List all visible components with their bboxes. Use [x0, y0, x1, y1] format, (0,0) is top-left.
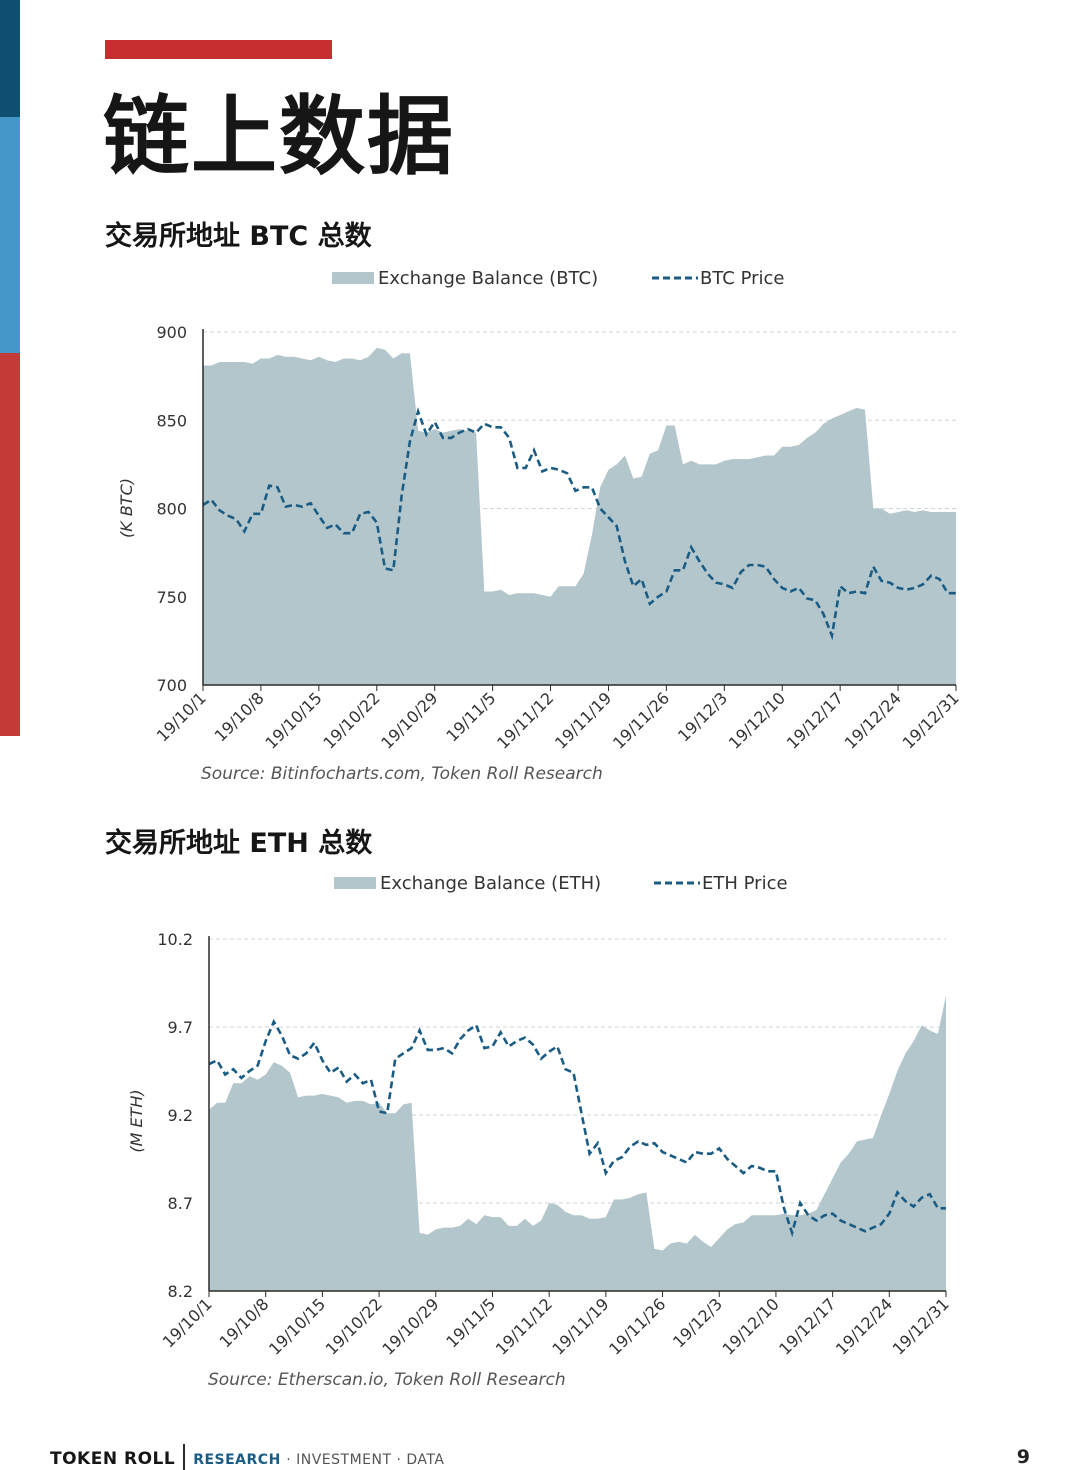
eth-x-tick-label: 19/10/22 — [322, 1294, 386, 1358]
btc-y-axis-label: (K BTC) — [117, 478, 136, 538]
eth-x-tick-label: 19/10/15 — [265, 1294, 329, 1358]
btc-legend: Exchange Balance (BTC) BTC Price — [332, 268, 785, 289]
btc-legend-area-swatch — [332, 272, 374, 284]
btc-section-title: 交易所地址 BTC 总数 — [105, 221, 372, 252]
eth-x-tick-label: 19/11/12 — [492, 1294, 556, 1358]
eth-x-tick-label: 19/12/10 — [719, 1294, 783, 1358]
eth-x-tick-label: 19/10/29 — [378, 1294, 442, 1358]
eth-section-title: 交易所地址 ETH 总数 — [105, 828, 373, 859]
btc-x-tick-label: 19/11/26 — [609, 688, 673, 752]
eth-y-tick-label: 8.7 — [168, 1194, 193, 1213]
footer-research: RESEARCH — [193, 1452, 281, 1468]
btc-x-tick-label: 19/11/19 — [551, 688, 615, 752]
title-accent-bar — [105, 40, 332, 59]
btc-x-tick-label: 19/10/1 — [153, 688, 210, 745]
sidebar-stripe-bottom — [0, 353, 20, 736]
eth-balance-area — [209, 995, 946, 1291]
eth-x-tick-label: 19/10/1 — [159, 1294, 216, 1351]
btc-y-tick-label: 900 — [156, 323, 187, 342]
eth-y-tick-label: 8.2 — [168, 1282, 193, 1301]
eth-legend-line-label: ETH Price — [702, 873, 788, 894]
eth-y-tick-label: 9.7 — [168, 1018, 193, 1037]
btc-x-tick-label: 19/10/29 — [377, 688, 441, 752]
btc-x-tick-label: 19/12/17 — [783, 688, 847, 752]
eth-legend-area-label: Exchange Balance (ETH) — [380, 873, 601, 894]
eth-x-tick-label: 19/11/5 — [442, 1294, 499, 1351]
btc-x-tick-label: 19/12/3 — [674, 688, 731, 745]
eth-y-axis-label: (M ETH) — [127, 1089, 146, 1152]
sidebar-stripe-top — [0, 0, 20, 117]
btc-x-tick-label: 19/12/31 — [899, 688, 963, 752]
btc-exchange-balance-chart: Exchange Balance (BTC) BTC Price 900 850 800… — [0, 262, 1080, 772]
sidebar-stripe-middle — [0, 117, 20, 353]
eth-x-tick-label: 19/11/26 — [605, 1294, 669, 1358]
btc-legend-area-label: Exchange Balance (BTC) — [378, 268, 598, 289]
btc-x-tick-label: 19/12/10 — [725, 688, 789, 752]
btc-y-tick-label: 700 — [156, 676, 187, 695]
page-number: 9 — [1016, 1446, 1030, 1468]
eth-x-tick-label: 19/12/3 — [669, 1294, 726, 1351]
eth-x-tick-label: 19/10/8 — [215, 1294, 272, 1351]
eth-legend: Exchange Balance (ETH) ETH Price — [334, 873, 788, 894]
btc-x-tick-label: 19/12/24 — [841, 688, 905, 752]
eth-y-tick-label: 9.2 — [168, 1106, 193, 1125]
eth-x-tick-label: 19/12/24 — [832, 1294, 896, 1358]
footer-brand: TOKEN ROLL — [50, 1449, 176, 1469]
page-title: 链上数据 — [103, 87, 455, 187]
eth-exchange-balance-chart: Exchange Balance (ETH) ETH Price 10.2 9.7 9.… — [0, 866, 1080, 1376]
btc-price-line — [202, 407, 956, 641]
btc-y-tick-label: 750 — [156, 588, 187, 607]
btc-source-note: Source: Bitinfocharts.com, Token Roll Re… — [201, 764, 603, 784]
btc-balance-area — [203, 347, 956, 685]
btc-x-tick-label: 19/11/5 — [442, 688, 499, 745]
btc-y-tick-label: 800 — [156, 500, 187, 519]
btc-chart-svg: Exchange Balance (BTC) BTC Price 900 850 800… — [117, 268, 963, 753]
btc-x-tick-label: 19/10/8 — [211, 688, 268, 745]
footer-divider — [183, 1444, 186, 1470]
eth-legend-area-swatch — [334, 877, 376, 889]
btc-x-tick-label: 19/10/22 — [319, 688, 383, 752]
eth-y-tick-label: 10.2 — [157, 930, 193, 949]
eth-x-tick-label: 19/12/31 — [889, 1294, 953, 1358]
eth-x-tick-label: 19/12/17 — [775, 1294, 839, 1358]
eth-x-tick-label: 19/11/19 — [548, 1294, 612, 1358]
eth-source-note: Source: Etherscan.io, Token Roll Researc… — [208, 1370, 566, 1390]
footer-tagline: · INVESTMENT · DATA — [286, 1452, 445, 1468]
eth-chart-svg: Exchange Balance (ETH) ETH Price 10.2 9.7 9.… — [127, 873, 953, 1359]
btc-x-tick-label: 19/11/12 — [493, 688, 557, 752]
footer: TOKEN ROLL RESEARCH · INVESTMENT · DATA — [50, 1444, 444, 1470]
btc-y-tick-label: 850 — [156, 411, 187, 430]
btc-legend-line-label: BTC Price — [700, 268, 785, 289]
btc-x-tick-label: 19/10/15 — [261, 688, 325, 752]
eth-price-line — [208, 1018, 946, 1238]
